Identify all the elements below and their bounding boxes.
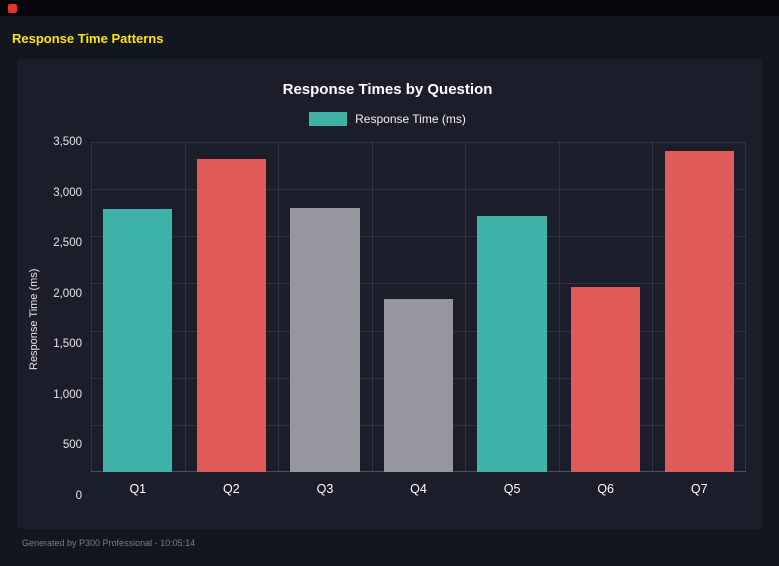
x-tick-label: Q2 <box>223 482 240 496</box>
x-axis-labels: Q1 Q2 Q3 Q4 Q5 Q6 Q7 <box>91 472 746 496</box>
chart-legend-item[interactable]: Response Time (ms) <box>23 112 752 126</box>
plot-area <box>91 142 746 472</box>
recording-indicator-icon <box>8 4 17 13</box>
bar-cell <box>652 142 746 472</box>
x-tick-label: Q6 <box>597 482 615 496</box>
v-gridline <box>745 142 746 472</box>
v-gridline <box>558 142 560 472</box>
bar-cell <box>185 142 279 472</box>
y-axis-title: Response Time (ms) <box>28 268 40 370</box>
bar-q5 <box>477 215 547 472</box>
y-tick-label: 3,500 <box>53 136 82 148</box>
y-tick-label: 1,000 <box>53 388 82 401</box>
footer-text: Generated by P300 Professional - 10:05:1… <box>22 538 196 548</box>
bar-cell <box>372 142 466 472</box>
chart-body: Response Time (ms) 0 500 1,000 1,500 2,000 2,… <box>23 136 752 502</box>
bar-q7 <box>664 151 734 472</box>
chart-panel: Response Times by Question Response Time… <box>17 59 762 529</box>
bar-series <box>91 142 746 472</box>
v-gridline <box>278 142 280 472</box>
bar-q4 <box>383 298 454 472</box>
plot-wrap: Q1 Q2 Q3 Q4 Q5 Q6 Q7 <box>91 142 752 496</box>
y-tick-label: 0 <box>75 490 82 502</box>
x-tick-label: Q1 <box>129 482 147 496</box>
bar-cell <box>465 142 559 472</box>
h-gridline <box>91 189 746 191</box>
bar-cell <box>559 142 653 472</box>
y-tick-label: 3,000 <box>53 186 82 199</box>
chart-title: Response Times by Question <box>282 81 493 98</box>
h-gridline <box>91 283 746 285</box>
bar-q2 <box>196 158 266 472</box>
y-tick-label: 1,500 <box>53 338 82 351</box>
v-gridline <box>371 142 373 472</box>
page-title: Response Time Patterns <box>12 31 164 46</box>
y-tick-label: 500 <box>62 439 82 452</box>
y-axis-ticks: 0 500 1,000 1,500 2,000 2,500 3,000 3,500 <box>45 136 91 502</box>
v-gridline <box>652 142 654 472</box>
x-tick-label: Q7 <box>690 482 708 496</box>
bar-q1 <box>103 208 173 472</box>
bar-cell <box>91 142 185 472</box>
h-gridline <box>91 142 746 143</box>
bar-q6 <box>571 287 641 472</box>
h-gridline <box>91 236 746 238</box>
bar-q3 <box>290 208 360 472</box>
x-tick-label: Q5 <box>503 482 521 496</box>
v-gridline <box>91 142 92 472</box>
y-tick-label: 2,500 <box>53 237 82 250</box>
bar-cell <box>278 142 372 472</box>
v-gridline <box>465 142 467 472</box>
x-tick-label: Q3 <box>316 482 334 496</box>
y-tick-label: 2,000 <box>53 287 82 300</box>
v-gridline <box>184 142 186 472</box>
legend-swatch-icon <box>309 112 348 126</box>
x-tick-label: Q4 <box>410 482 427 496</box>
legend-label: Response Time (ms) <box>355 112 466 126</box>
top-bar <box>0 0 779 16</box>
